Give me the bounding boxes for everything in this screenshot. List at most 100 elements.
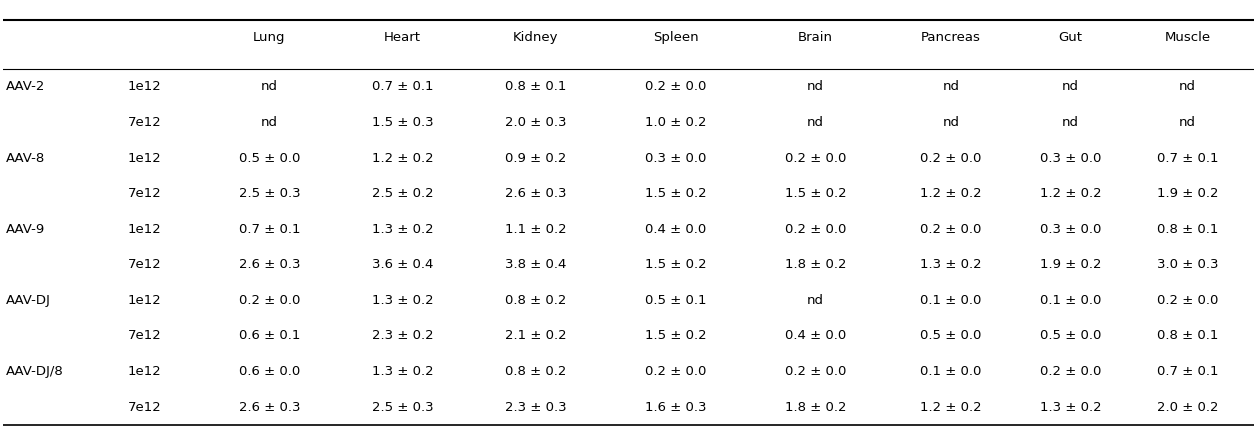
- Text: 0.4 ± 0.0: 0.4 ± 0.0: [784, 329, 846, 342]
- Text: 2.6 ± 0.3: 2.6 ± 0.3: [239, 258, 300, 271]
- Text: 1.3 ± 0.2: 1.3 ± 0.2: [920, 258, 982, 271]
- Text: 0.1 ± 0.0: 0.1 ± 0.0: [920, 365, 982, 378]
- Text: 7e12: 7e12: [128, 329, 162, 342]
- Text: 2.5 ± 0.3: 2.5 ± 0.3: [372, 401, 434, 414]
- Text: 0.7 ± 0.1: 0.7 ± 0.1: [239, 223, 300, 236]
- Text: nd: nd: [260, 116, 278, 129]
- Text: 1.3 ± 0.2: 1.3 ± 0.2: [372, 365, 434, 378]
- Text: AAV-8: AAV-8: [6, 151, 45, 164]
- Text: 7e12: 7e12: [128, 187, 162, 200]
- Text: 1.5 ± 0.3: 1.5 ± 0.3: [372, 116, 434, 129]
- Text: nd: nd: [807, 294, 823, 307]
- Text: 1.3 ± 0.2: 1.3 ± 0.2: [372, 294, 434, 307]
- Text: nd: nd: [1062, 80, 1079, 93]
- Text: 0.2 ± 0.0: 0.2 ± 0.0: [1040, 365, 1101, 378]
- Text: nd: nd: [1062, 116, 1079, 129]
- Text: 2.3 ± 0.2: 2.3 ± 0.2: [372, 329, 434, 342]
- Text: 2.5 ± 0.2: 2.5 ± 0.2: [372, 187, 434, 200]
- Text: nd: nd: [807, 116, 823, 129]
- Text: 0.1 ± 0.0: 0.1 ± 0.0: [920, 294, 982, 307]
- Text: 1e12: 1e12: [128, 80, 162, 93]
- Text: 2.0 ± 0.2: 2.0 ± 0.2: [1156, 401, 1218, 414]
- Text: 0.7 ± 0.1: 0.7 ± 0.1: [1156, 365, 1218, 378]
- Text: nd: nd: [943, 80, 959, 93]
- Text: 1.5 ± 0.2: 1.5 ± 0.2: [645, 187, 706, 200]
- Text: AAV-DJ: AAV-DJ: [6, 294, 50, 307]
- Text: 0.5 ± 0.0: 0.5 ± 0.0: [1040, 329, 1101, 342]
- Text: 1.9 ± 0.2: 1.9 ± 0.2: [1156, 187, 1218, 200]
- Text: 0.1 ± 0.0: 0.1 ± 0.0: [1040, 294, 1101, 307]
- Text: Gut: Gut: [1058, 31, 1082, 44]
- Text: 1.0 ± 0.2: 1.0 ± 0.2: [645, 116, 706, 129]
- Text: 0.8 ± 0.2: 0.8 ± 0.2: [505, 365, 567, 378]
- Text: 0.6 ± 0.1: 0.6 ± 0.1: [239, 329, 300, 342]
- Text: 1.6 ± 0.3: 1.6 ± 0.3: [645, 401, 706, 414]
- Text: Heart: Heart: [385, 31, 421, 44]
- Text: 0.3 ± 0.0: 0.3 ± 0.0: [1040, 223, 1101, 236]
- Text: 1.5 ± 0.2: 1.5 ± 0.2: [645, 329, 706, 342]
- Text: 1.1 ± 0.2: 1.1 ± 0.2: [505, 223, 567, 236]
- Text: 1.8 ± 0.2: 1.8 ± 0.2: [784, 258, 846, 271]
- Text: 1e12: 1e12: [128, 223, 162, 236]
- Text: 2.6 ± 0.3: 2.6 ± 0.3: [239, 401, 300, 414]
- Text: 0.7 ± 0.1: 0.7 ± 0.1: [1156, 151, 1218, 164]
- Text: 3.0 ± 0.3: 3.0 ± 0.3: [1156, 258, 1218, 271]
- Text: 0.3 ± 0.0: 0.3 ± 0.0: [1040, 151, 1101, 164]
- Text: 1.8 ± 0.2: 1.8 ± 0.2: [784, 401, 846, 414]
- Text: Kidney: Kidney: [513, 31, 558, 44]
- Text: 2.1 ± 0.2: 2.1 ± 0.2: [505, 329, 567, 342]
- Text: 0.3 ± 0.0: 0.3 ± 0.0: [645, 151, 706, 164]
- Text: 1.2 ± 0.2: 1.2 ± 0.2: [1040, 187, 1101, 200]
- Text: 0.4 ± 0.0: 0.4 ± 0.0: [645, 223, 706, 236]
- Text: 0.5 ± 0.1: 0.5 ± 0.1: [645, 294, 706, 307]
- Text: 1e12: 1e12: [128, 365, 162, 378]
- Text: 1.9 ± 0.2: 1.9 ± 0.2: [1040, 258, 1101, 271]
- Text: Pancreas: Pancreas: [921, 31, 980, 44]
- Text: 1.3 ± 0.2: 1.3 ± 0.2: [1040, 401, 1101, 414]
- Text: Lung: Lung: [253, 31, 285, 44]
- Text: 3.6 ± 0.4: 3.6 ± 0.4: [372, 258, 434, 271]
- Text: 1.2 ± 0.2: 1.2 ± 0.2: [920, 187, 982, 200]
- Text: nd: nd: [943, 116, 959, 129]
- Text: 2.6 ± 0.3: 2.6 ± 0.3: [505, 187, 567, 200]
- Text: 1.2 ± 0.2: 1.2 ± 0.2: [920, 401, 982, 414]
- Text: 2.5 ± 0.3: 2.5 ± 0.3: [239, 187, 300, 200]
- Text: 7e12: 7e12: [128, 401, 162, 414]
- Text: Muscle: Muscle: [1164, 31, 1210, 44]
- Text: 1.2 ± 0.2: 1.2 ± 0.2: [372, 151, 434, 164]
- Text: 0.8 ± 0.2: 0.8 ± 0.2: [505, 294, 567, 307]
- Text: 0.5 ± 0.0: 0.5 ± 0.0: [239, 151, 300, 164]
- Text: 0.2 ± 0.0: 0.2 ± 0.0: [920, 151, 982, 164]
- Text: 0.2 ± 0.0: 0.2 ± 0.0: [920, 223, 982, 236]
- Text: 0.8 ± 0.1: 0.8 ± 0.1: [1156, 223, 1218, 236]
- Text: 0.8 ± 0.1: 0.8 ± 0.1: [505, 80, 567, 93]
- Text: AAV-2: AAV-2: [6, 80, 45, 93]
- Text: nd: nd: [807, 80, 823, 93]
- Text: nd: nd: [1179, 80, 1197, 93]
- Text: 1.5 ± 0.2: 1.5 ± 0.2: [645, 258, 706, 271]
- Text: AAV-9: AAV-9: [6, 223, 45, 236]
- Text: nd: nd: [260, 80, 278, 93]
- Text: 0.9 ± 0.2: 0.9 ± 0.2: [505, 151, 567, 164]
- Text: 2.0 ± 0.3: 2.0 ± 0.3: [505, 116, 567, 129]
- Text: 1.5 ± 0.2: 1.5 ± 0.2: [784, 187, 846, 200]
- Text: 0.2 ± 0.0: 0.2 ± 0.0: [1156, 294, 1218, 307]
- Text: 0.6 ± 0.0: 0.6 ± 0.0: [239, 365, 300, 378]
- Text: 1.3 ± 0.2: 1.3 ± 0.2: [372, 223, 434, 236]
- Text: AAV-DJ/8: AAV-DJ/8: [6, 365, 64, 378]
- Text: 1e12: 1e12: [128, 151, 162, 164]
- Text: 0.2 ± 0.0: 0.2 ± 0.0: [784, 365, 846, 378]
- Text: Spleen: Spleen: [652, 31, 699, 44]
- Text: 2.3 ± 0.3: 2.3 ± 0.3: [505, 401, 567, 414]
- Text: Brain: Brain: [798, 31, 833, 44]
- Text: 1e12: 1e12: [128, 294, 162, 307]
- Text: 7e12: 7e12: [128, 258, 162, 271]
- Text: 7e12: 7e12: [128, 116, 162, 129]
- Text: 3.8 ± 0.4: 3.8 ± 0.4: [505, 258, 567, 271]
- Text: 0.8 ± 0.1: 0.8 ± 0.1: [1156, 329, 1218, 342]
- Text: 0.2 ± 0.0: 0.2 ± 0.0: [239, 294, 300, 307]
- Text: 0.2 ± 0.0: 0.2 ± 0.0: [784, 223, 846, 236]
- Text: nd: nd: [1179, 116, 1197, 129]
- Text: 0.5 ± 0.0: 0.5 ± 0.0: [920, 329, 982, 342]
- Text: 0.2 ± 0.0: 0.2 ± 0.0: [645, 80, 706, 93]
